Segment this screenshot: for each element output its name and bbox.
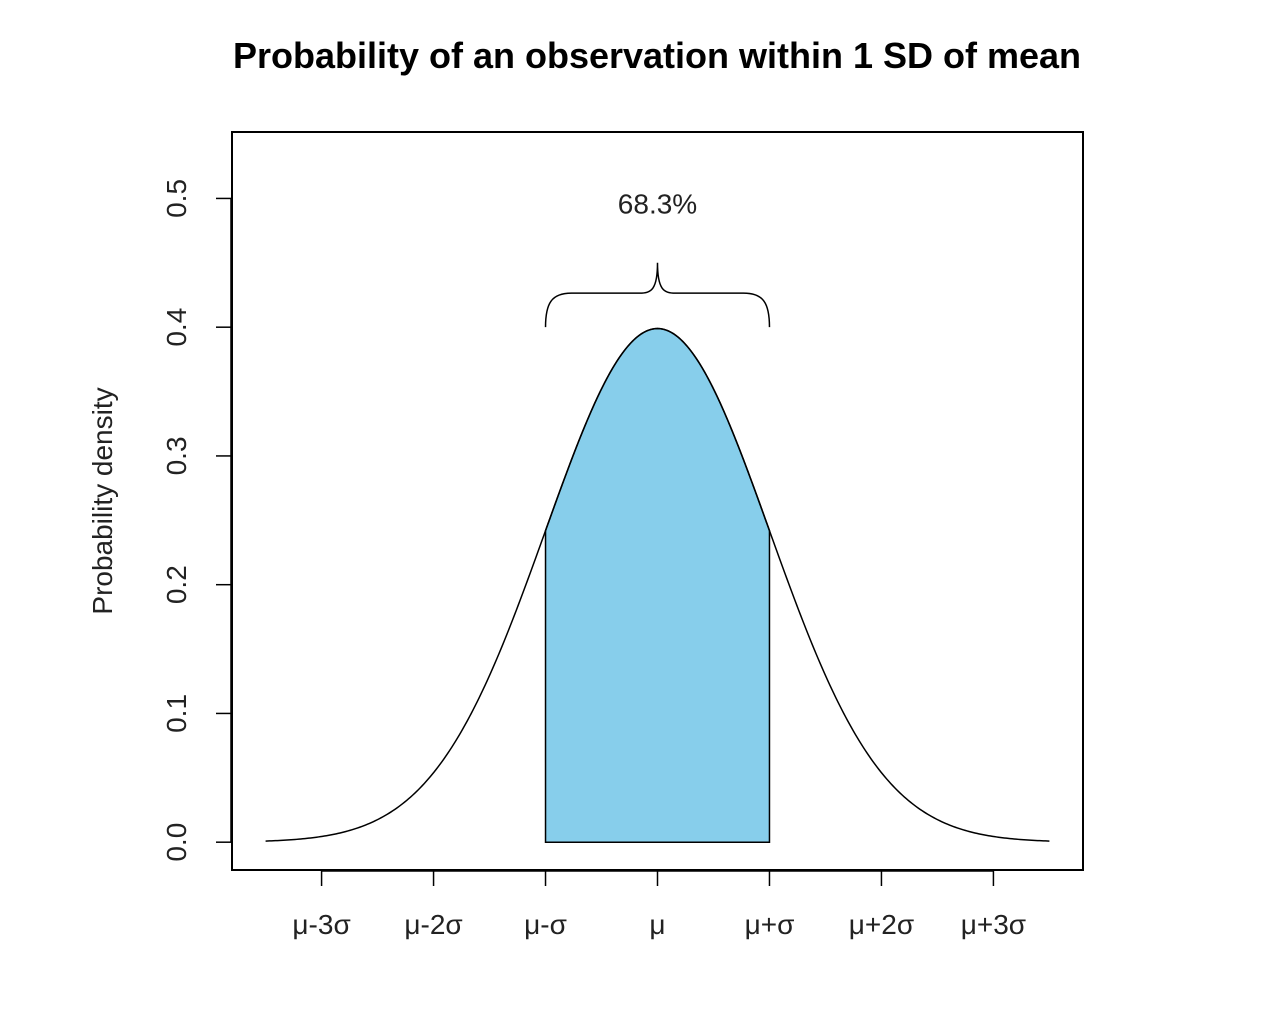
percent-annotation: 68.3%	[618, 189, 697, 220]
y-axis-label: Probability density	[87, 387, 118, 614]
y-axis: 0.0 0.1 0.2 0.3 0.4 0.5	[161, 179, 232, 862]
y-tick-label: 0.0	[161, 823, 192, 862]
x-tick-label: μ-2σ	[404, 909, 462, 940]
density-curve	[265, 327, 1050, 842]
chart-title: Probability of an observation within 1 S…	[233, 35, 1081, 76]
y-tick-label: 0.3	[161, 436, 192, 475]
shaded-region	[544, 327, 771, 843]
x-tick-label: μ-σ	[524, 909, 567, 940]
x-tick-label: μ+2σ	[849, 909, 914, 940]
x-tick-label: μ+σ	[745, 909, 795, 940]
y-tick-label: 0.5	[161, 179, 192, 218]
x-tick-label: μ	[649, 909, 665, 940]
plot-area	[265, 262, 1050, 843]
brace	[544, 262, 771, 328]
x-tick-label: μ-3σ	[292, 909, 350, 940]
y-tick-label: 0.1	[161, 694, 192, 733]
x-tick-label: μ+3σ	[961, 909, 1026, 940]
y-tick-label: 0.4	[161, 308, 192, 347]
x-axis: μ-3σ μ-2σ μ-σ μ μ+σ μ+2σ μ+3σ	[292, 870, 1026, 940]
y-tick-label: 0.2	[161, 565, 192, 604]
